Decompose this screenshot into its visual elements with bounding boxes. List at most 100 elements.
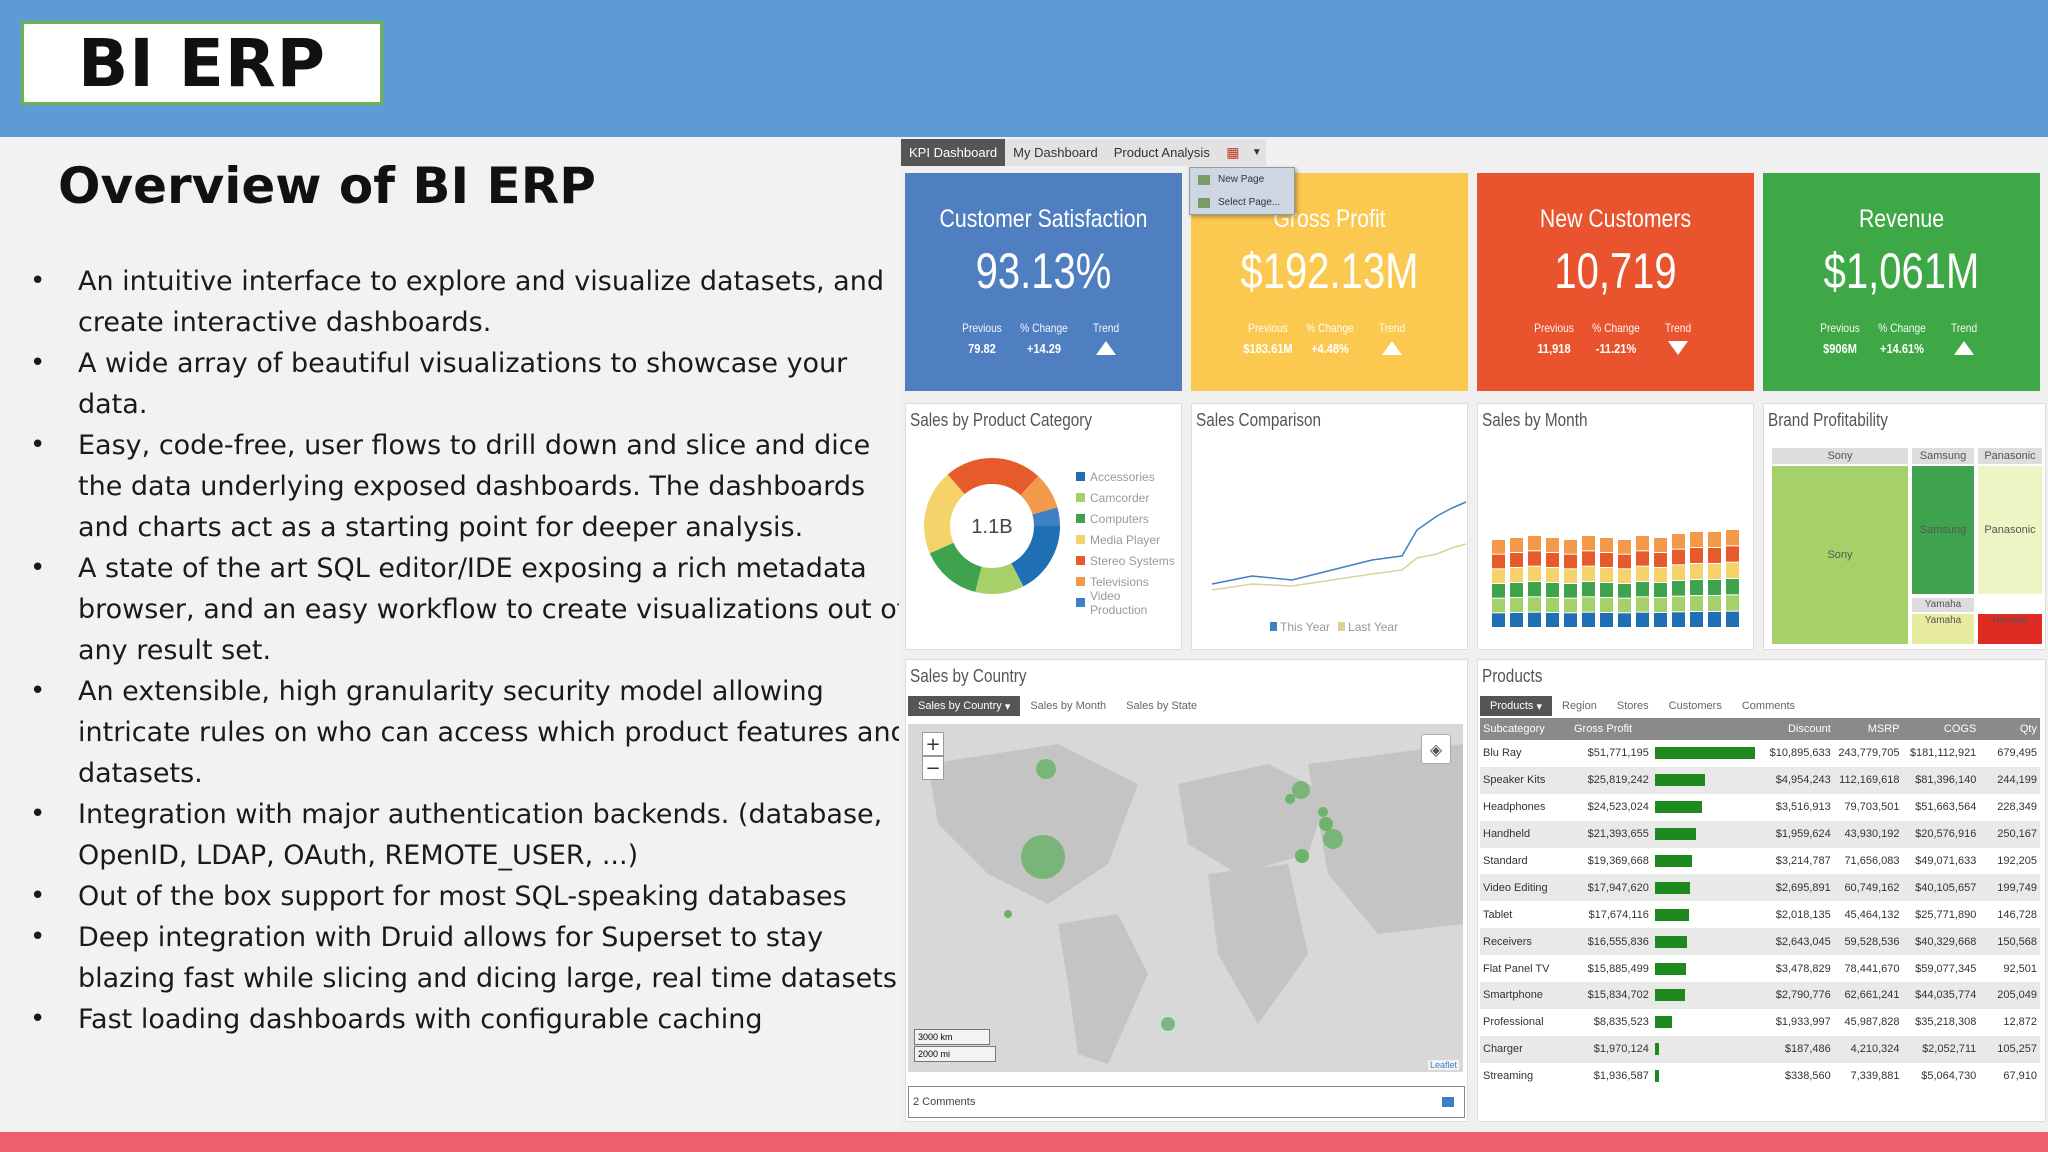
cell-msrp: 71,656,083 bbox=[1844, 855, 1900, 867]
cell-cogs: $35,218,308 bbox=[1915, 1016, 1977, 1029]
map-attribution-link[interactable]: Leaflet bbox=[1427, 1060, 1459, 1070]
month-bar-segment bbox=[1600, 538, 1613, 552]
table-row[interactable]: Flat Panel TV $15,885,499 $3,478,829 78,441… bbox=[1480, 955, 2040, 982]
cell-profit-bar bbox=[1651, 820, 1764, 848]
cell-discount: $2,790,776 bbox=[1763, 982, 1834, 1009]
subtab-region[interactable]: Region bbox=[1562, 700, 1597, 712]
panel-sales-by-month: Sales by Month bbox=[1477, 403, 1754, 650]
month-bar-segment bbox=[1654, 568, 1667, 582]
subtab-comments[interactable]: Comments bbox=[1741, 700, 1796, 712]
column-header[interactable]: Discount bbox=[1763, 718, 1834, 740]
subtab-products[interactable]: Products ▾ bbox=[1480, 696, 1552, 716]
cell-gross-profit: $51,771,195 bbox=[1587, 747, 1649, 760]
month-bar-segment bbox=[1726, 611, 1739, 627]
cell-cogs: $49,071,633 bbox=[1915, 855, 1977, 867]
column-header[interactable]: Qty bbox=[1979, 718, 2040, 740]
legend-item: Stereo Systems bbox=[1076, 550, 1181, 571]
chevron-down-icon[interactable]: ▼ bbox=[1247, 139, 1266, 166]
month-bar-segment bbox=[1546, 583, 1559, 597]
month-bar-segment bbox=[1582, 551, 1595, 566]
tab-my-dashboard[interactable]: My Dashboard bbox=[1005, 139, 1106, 166]
treemap-cell[interactable]: Samsung bbox=[1912, 466, 1974, 594]
cell-gross-profit: $17,674,116 bbox=[1588, 908, 1649, 921]
comments-bar[interactable]: 2 Comments bbox=[908, 1086, 1465, 1118]
table-row[interactable]: Smartphone $15,834,702 $2,790,776 62,661,24… bbox=[1480, 982, 2040, 1009]
month-bar-segment bbox=[1672, 596, 1685, 612]
month-bar-segment bbox=[1708, 532, 1721, 547]
cell-qty: 67,910 bbox=[2003, 1070, 2037, 1083]
kpi-previous-value: 79.82 bbox=[967, 341, 996, 356]
table-row[interactable]: Standard $19,369,668 $3,214,787 71,656,083 $… bbox=[1480, 848, 2040, 875]
treemap-header: Panasonic bbox=[1978, 448, 2042, 464]
month-bar-segment bbox=[1510, 538, 1523, 552]
month-bar-segment bbox=[1492, 569, 1505, 583]
column-header[interactable]: COGS bbox=[1902, 718, 1980, 740]
subtab-stores[interactable]: Stores bbox=[1616, 700, 1649, 712]
cell-profit-bar bbox=[1651, 1035, 1764, 1063]
cell-subcategory: Video Editing bbox=[1480, 874, 1571, 902]
subtab-sales-by-country[interactable]: Sales by Country ▾ bbox=[908, 696, 1021, 716]
table-row[interactable]: Video Editing $17,947,620 $2,695,891 60,749… bbox=[1480, 874, 2040, 902]
comment-icon[interactable] bbox=[1442, 1097, 1454, 1107]
month-bar-segment bbox=[1492, 540, 1505, 554]
kpi-value: $1,061M bbox=[1823, 243, 1980, 299]
table-row[interactable]: Speaker Kits $25,819,242 $4,954,243 112,169… bbox=[1480, 766, 2040, 794]
kpi-card-customer-satisfaction[interactable]: Customer Satisfaction 93.13% Previous 79.… bbox=[905, 173, 1182, 391]
kpi-card-gross-profit[interactable]: Gross Profit $192.13M Previous $183.61M %… bbox=[1191, 173, 1468, 391]
tab-product-analysis[interactable]: Product Analysis bbox=[1105, 139, 1218, 166]
table-row[interactable]: Handheld $21,393,655 $1,959,624 43,930,192 $… bbox=[1480, 820, 2040, 848]
table-row[interactable]: Tablet $17,674,116 $2,018,135 45,464,132 $25… bbox=[1480, 901, 2040, 928]
tab-kpi-dashboard[interactable]: KPI Dashboard bbox=[901, 139, 1006, 166]
zoom-in-button[interactable]: + bbox=[922, 732, 944, 756]
menu-item-select-page[interactable]: Select Page... bbox=[1190, 191, 1294, 214]
month-bar-segment bbox=[1636, 536, 1649, 551]
cell-discount: $187,486 bbox=[1763, 1035, 1834, 1063]
month-bar-segment bbox=[1636, 582, 1649, 597]
column-header[interactable]: Subcategory bbox=[1480, 718, 1571, 740]
table-row[interactable]: Charger $1,970,124 $187,486 4,210,324 $2,052… bbox=[1480, 1035, 2040, 1063]
kpi-change-value: +14.29 bbox=[1026, 341, 1061, 356]
subtab-sales-by-state[interactable]: Sales by State bbox=[1126, 700, 1198, 712]
treemap-header: Sony bbox=[1772, 448, 1908, 464]
bullet-item: An intuitive interface to explore and vi… bbox=[28, 261, 908, 343]
column-header[interactable]: Gross Profit bbox=[1570, 718, 1652, 740]
subtab-customers[interactable]: Customers bbox=[1668, 700, 1722, 712]
cell-qty: 250,167 bbox=[1979, 820, 2040, 848]
table-row[interactable]: Receivers $16,555,836 $2,643,045 59,528,536… bbox=[1480, 928, 2040, 956]
menu-item-new-page[interactable]: New Page bbox=[1190, 168, 1294, 191]
column-header[interactable]: MSRP bbox=[1833, 718, 1903, 740]
cell-profit-bar bbox=[1651, 982, 1764, 1009]
treemap-cell[interactable]: Panasonic bbox=[1978, 466, 2042, 594]
cell-discount: $3,516,913 bbox=[1775, 801, 1831, 814]
kpi-card-new-customers[interactable]: New Customers 10,719 Previous 11,918 % Ch… bbox=[1477, 173, 1754, 391]
cell-msrp: 59,528,536 bbox=[1833, 928, 1903, 956]
products-table: Subcategory Gross Profit Discount MSRP C… bbox=[1480, 718, 2040, 1090]
table-row[interactable]: Blu Ray $51,771,195 $10,895,633 243,779,705… bbox=[1480, 740, 2040, 767]
cell-profit-bar bbox=[1652, 794, 1763, 821]
footer-bar bbox=[0, 1132, 2048, 1152]
page-menu-icon[interactable]: ▦ bbox=[1217, 139, 1248, 166]
table-row[interactable]: Professional $8,835,523 $1,933,997 45,987,8… bbox=[1480, 1009, 2040, 1036]
subtab-sales-by-month[interactable]: Sales by Month bbox=[1030, 700, 1107, 712]
treemap-cell[interactable]: Sony bbox=[1772, 466, 1908, 644]
kpi-previous-label: Previous bbox=[1533, 321, 1574, 335]
kpi-card-revenue[interactable]: Revenue $1,061M Previous $906M % Change +1… bbox=[1763, 173, 2040, 391]
world-map[interactable]: + − ◈ 3000 km 2000 mi Leaflet bbox=[908, 724, 1463, 1072]
treemap-cell[interactable]: Harman bbox=[1978, 614, 2042, 644]
month-bar-segment bbox=[1726, 562, 1739, 578]
month-bar-segment bbox=[1672, 581, 1685, 596]
panel-title: Sales by Country bbox=[910, 666, 1027, 686]
month-bar-segment bbox=[1564, 554, 1577, 569]
kpi-previous-label: Previous bbox=[1819, 321, 1860, 335]
line-chart bbox=[1211, 501, 1467, 591]
month-bar-segment bbox=[1618, 569, 1631, 583]
treemap-cell[interactable]: Yamaha bbox=[1912, 614, 1974, 644]
table-row[interactable]: Headphones $24,523,024 $3,516,913 79,703,50… bbox=[1480, 794, 2040, 821]
table-row[interactable]: Streaming $1,936,587 $338,560 7,339,881 $5,0… bbox=[1480, 1063, 2040, 1090]
cell-qty: 92,501 bbox=[2003, 962, 2037, 975]
zoom-out-button[interactable]: − bbox=[922, 756, 944, 780]
page-icon bbox=[1198, 174, 1210, 185]
layers-icon[interactable]: ◈ bbox=[1421, 734, 1451, 764]
month-bar-segment bbox=[1654, 583, 1667, 597]
kpi-previous-value: 11,918 bbox=[1536, 341, 1571, 356]
